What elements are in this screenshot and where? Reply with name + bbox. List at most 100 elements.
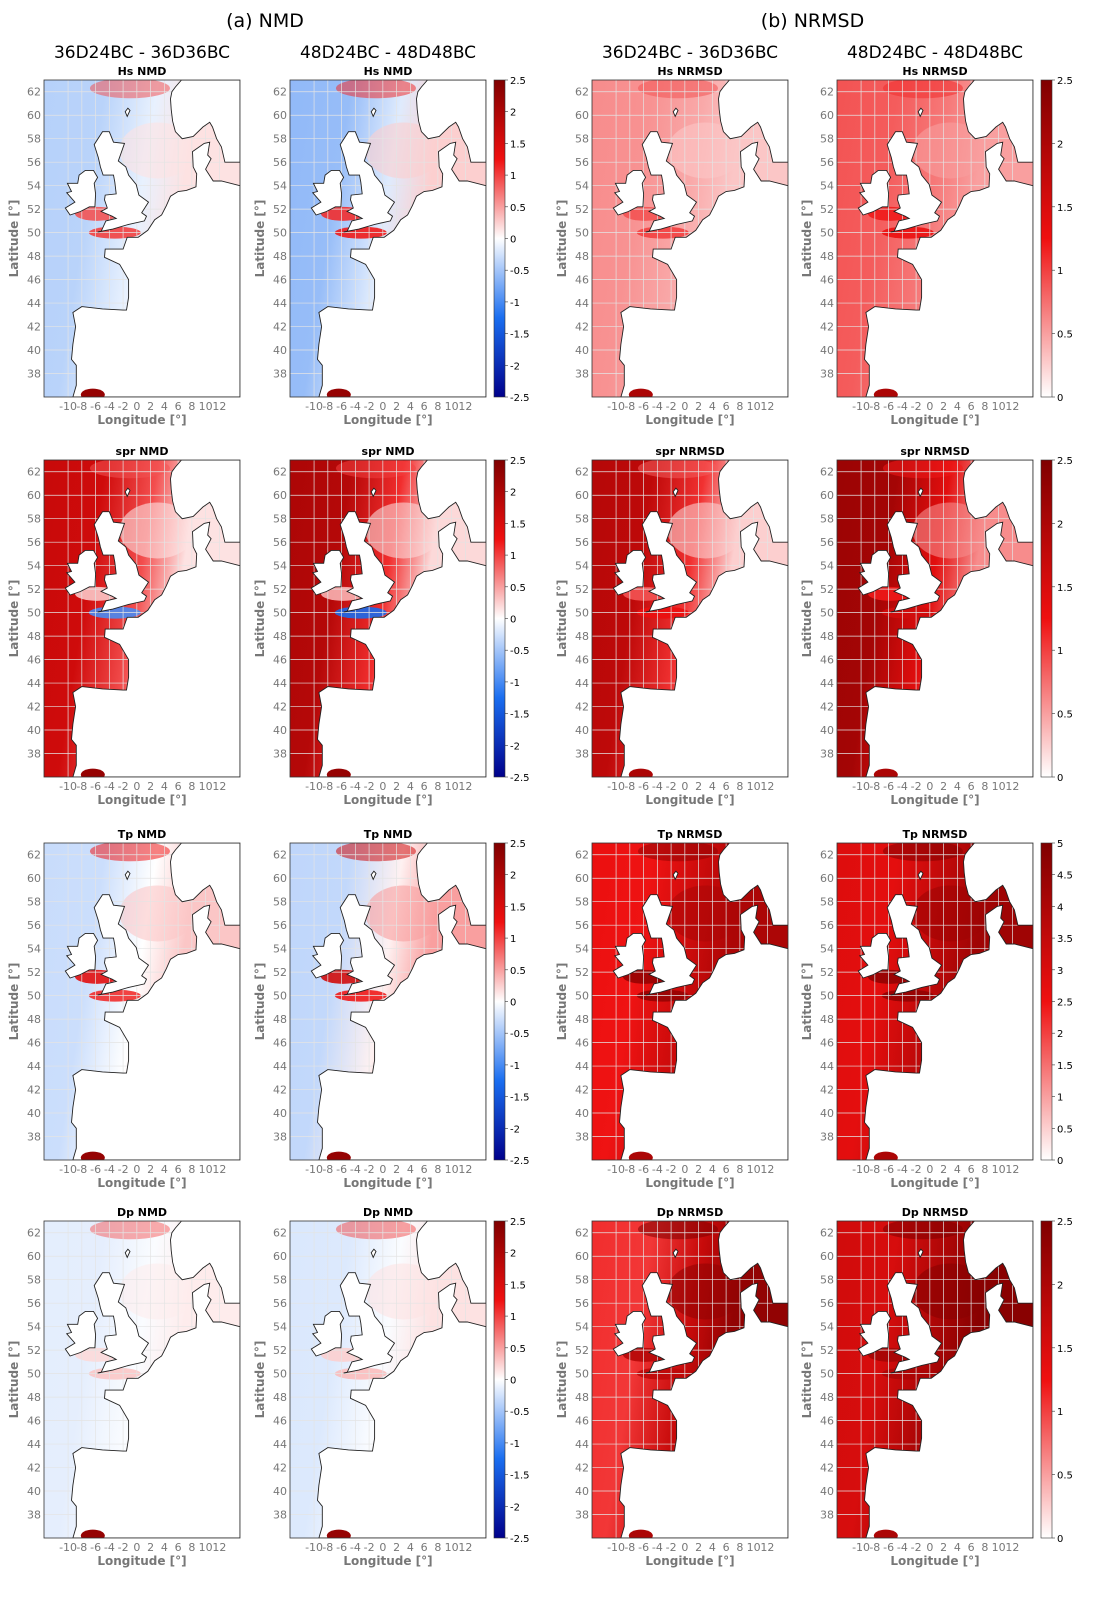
x-tick-label: 8 <box>188 1163 195 1176</box>
north-sea-field <box>667 885 744 942</box>
y-tick-label: 46 <box>820 1415 834 1428</box>
colorbar-tick-label: 1 <box>1057 266 1063 277</box>
y-tick-label: 42 <box>27 1462 41 1475</box>
colorbar-tick-label: 2.5 <box>1057 1217 1073 1228</box>
x-tick-label: -6 <box>883 400 894 413</box>
x-tick-label: 8 <box>981 400 988 413</box>
y-tick-label: 44 <box>820 1060 834 1073</box>
y-tick-label: 58 <box>575 1274 589 1287</box>
y-tick-label: 62 <box>273 849 287 862</box>
y-tick-label: 50 <box>575 607 589 620</box>
colorbar-tick-label: -2 <box>510 1124 520 1135</box>
y-tick-label: 58 <box>820 1274 834 1287</box>
y-tick-label: 48 <box>273 1013 287 1026</box>
y-tick-label: 60 <box>273 109 287 122</box>
land-ireland <box>64 549 99 596</box>
y-tick-label: 50 <box>820 607 834 620</box>
land-shetland <box>124 107 131 118</box>
colorbar-tick-label: 0.5 <box>510 966 526 977</box>
y-tick-label: 42 <box>820 1084 834 1097</box>
x-tick-label: -10 <box>59 1541 77 1554</box>
y-tick-label: 42 <box>820 701 834 714</box>
y-tick-label: 58 <box>575 513 589 526</box>
y-tick-label: 50 <box>575 227 589 240</box>
land-ireland <box>310 169 345 216</box>
colorbar-tick-label: 0.5 <box>1057 1124 1073 1135</box>
x-tick-label: -6 <box>90 400 101 413</box>
x-tick-label: -2 <box>118 1541 129 1554</box>
y-tick-label: 40 <box>27 1107 41 1120</box>
panel-title: Dp NMD <box>117 1206 167 1219</box>
y-tick-label: 38 <box>820 1131 834 1144</box>
y-tick-label: 40 <box>273 1485 287 1498</box>
x-tick-label: -8 <box>322 1541 333 1554</box>
x-tick-label: 10 <box>747 1163 761 1176</box>
x-tick-label: 6 <box>421 400 428 413</box>
x-tick-label: 2 <box>393 400 400 413</box>
x-tick-label: 4 <box>709 780 716 793</box>
y-tick-label: 62 <box>575 849 589 862</box>
y-axis-label: Latitude [°] <box>7 580 21 658</box>
y-tick-label: 58 <box>27 896 41 909</box>
y-tick-label: 62 <box>820 466 834 479</box>
x-tick-label: -4 <box>104 1163 115 1176</box>
land-iberia <box>619 521 788 777</box>
land-great-britain <box>641 131 698 233</box>
y-tick-label: 42 <box>575 701 589 714</box>
y-tick-label: 56 <box>820 156 834 169</box>
land-ireland <box>857 1310 892 1357</box>
panel-title: Tp NRMSD <box>658 828 723 841</box>
colorbar-tick-label: 1 <box>510 551 516 562</box>
column-heading: 36D24BC - 36D36BC <box>602 43 778 63</box>
x-tick-label: 0 <box>681 1163 688 1176</box>
land-iberia <box>71 141 240 397</box>
x-tick-label: 2 <box>940 1541 947 1554</box>
x-tick-label: -4 <box>104 400 115 413</box>
gibraltar-field <box>873 768 898 777</box>
x-tick-label: -8 <box>869 780 880 793</box>
gibraltar-field <box>326 1151 351 1160</box>
x-tick-label: 8 <box>981 1541 988 1554</box>
colorbar-tick-label: 0.5 <box>510 583 526 594</box>
colorbar-tick-label: -2 <box>510 741 520 752</box>
y-tick-label: 40 <box>27 724 41 737</box>
x-tick-label: -6 <box>90 780 101 793</box>
axes-frame <box>43 842 241 1161</box>
x-tick-label: 6 <box>175 1163 182 1176</box>
north-field <box>637 80 718 99</box>
y-tick-label: 54 <box>575 560 589 573</box>
panel-spr-nrmsd: spr NRMSD-10 -8 -6 -4 -2 0 2 4 6 8 10 1238404244464… <box>555 445 789 807</box>
x-tick-label: 8 <box>981 780 988 793</box>
y-tick-label: 38 <box>273 748 287 761</box>
land-great-britain <box>886 894 943 996</box>
land-ireland <box>310 932 345 979</box>
y-tick-label: 58 <box>820 896 834 909</box>
y-tick-label: 60 <box>820 109 834 122</box>
gibraltar-field <box>873 1151 898 1160</box>
y-axis-label: Latitude [°] <box>555 1341 569 1419</box>
x-axis-label: Longitude [°] <box>97 793 186 807</box>
y-tick-label: 56 <box>273 536 287 549</box>
y-axis-label: Latitude [°] <box>253 200 267 278</box>
x-tick-label: 12 <box>760 1163 774 1176</box>
colorbar-tick-label: 2.5 <box>1057 76 1073 87</box>
y-tick-label: 58 <box>273 513 287 526</box>
x-axis-label: Longitude [°] <box>97 1176 186 1190</box>
y-tick-label: 58 <box>575 133 589 146</box>
colorbar-tick-label: -2.5 <box>510 1156 530 1167</box>
axes-frame <box>289 1220 487 1539</box>
x-tick-label: 8 <box>434 400 441 413</box>
land-great-britain <box>339 131 396 233</box>
y-axis-label: Latitude [°] <box>253 963 267 1041</box>
gibraltar-field <box>873 1529 898 1538</box>
colorbar-tick-label: 1.5 <box>1057 583 1073 594</box>
land-shetland <box>124 1248 131 1259</box>
y-tick-label: 60 <box>27 1250 41 1263</box>
x-tick-label: -4 <box>897 400 908 413</box>
y-tick-label: 46 <box>575 654 589 667</box>
land <box>857 843 1033 1160</box>
north-sea-field <box>667 502 744 559</box>
y-tick-label: 40 <box>820 1107 834 1120</box>
north-sea-field <box>667 122 744 179</box>
axes-frame <box>591 842 789 1161</box>
